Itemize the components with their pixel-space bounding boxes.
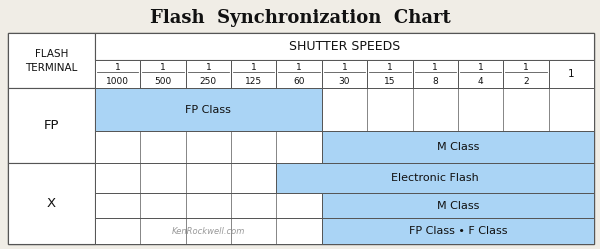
Bar [231, 60, 277, 88]
Bar [95, 60, 140, 88]
Bar [548, 60, 594, 88]
Text: 1: 1 [115, 62, 121, 71]
Text: 500: 500 [154, 76, 172, 85]
Text: 1: 1 [160, 62, 166, 71]
Text: 250: 250 [200, 76, 217, 85]
Text: 1: 1 [341, 62, 347, 71]
Bar [277, 163, 594, 193]
Text: 60: 60 [293, 76, 305, 85]
Bar [8, 163, 95, 244]
Text: 1: 1 [433, 62, 438, 71]
Bar [186, 60, 231, 88]
Text: FP Class: FP Class [185, 105, 232, 115]
Bar [322, 88, 594, 131]
Text: 8: 8 [433, 76, 438, 85]
Text: 1000: 1000 [106, 76, 129, 85]
Bar [140, 60, 186, 88]
Text: 1: 1 [296, 62, 302, 71]
Text: FLASH
TERMINAL: FLASH TERMINAL [25, 49, 77, 72]
Text: 2: 2 [523, 76, 529, 85]
Text: M Class: M Class [437, 142, 479, 152]
Text: FP Class • F Class: FP Class • F Class [409, 226, 507, 236]
Text: 1: 1 [206, 62, 211, 71]
Text: 1: 1 [251, 62, 257, 71]
Bar [95, 88, 322, 131]
Text: M Class: M Class [437, 200, 479, 210]
Text: 1: 1 [387, 62, 393, 71]
Text: Electronic Flash: Electronic Flash [391, 173, 479, 183]
Text: 1: 1 [478, 62, 484, 71]
Bar [8, 33, 95, 88]
Text: 1: 1 [523, 62, 529, 71]
Bar [458, 60, 503, 88]
Bar [322, 218, 594, 244]
Bar [95, 163, 277, 193]
Bar [503, 60, 548, 88]
Text: 125: 125 [245, 76, 262, 85]
Bar [8, 88, 95, 163]
Text: X: X [47, 197, 56, 210]
Text: FP: FP [44, 119, 59, 132]
Bar [277, 60, 322, 88]
Bar [322, 193, 594, 218]
Text: 30: 30 [339, 76, 350, 85]
Bar [95, 193, 322, 218]
Text: Flash  Synchronization  Chart: Flash Synchronization Chart [149, 9, 451, 27]
Bar [322, 60, 367, 88]
Text: KenRockwell.com: KenRockwell.com [172, 227, 245, 236]
Text: SHUTTER SPEEDS: SHUTTER SPEEDS [289, 40, 400, 53]
Text: 1: 1 [568, 69, 575, 79]
Bar [95, 131, 322, 163]
Text: 15: 15 [384, 76, 395, 85]
Bar [322, 131, 594, 163]
Bar [95, 33, 594, 60]
Text: 4: 4 [478, 76, 484, 85]
Bar [95, 218, 322, 244]
Bar [367, 60, 413, 88]
Bar [8, 33, 594, 244]
Bar [413, 60, 458, 88]
